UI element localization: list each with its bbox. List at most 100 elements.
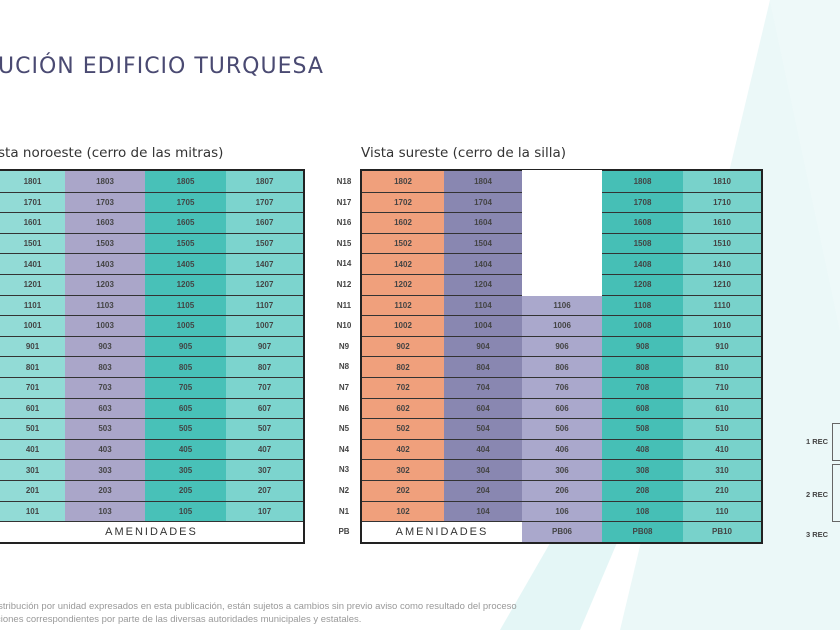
unit-cell: 1001 [0,316,65,336]
amenities-cell: AMENIDADES [362,522,522,542]
unit-cell: 405 [145,439,226,460]
table-row: 301 303 305 307 [0,459,303,480]
unit-cell: 1101 [0,295,65,316]
unit-cell: 301 [0,460,65,480]
unit-cell: 1407 [226,254,303,274]
level-label: N12 [336,280,352,289]
unit-cell: 1008 [602,316,683,336]
unit-cell: 1610 [683,213,761,233]
unit-cell: 1410 [683,254,761,274]
table-row: 701 703 705 707 [0,376,303,398]
unit-cell: 304 [444,460,522,480]
unit-cell: 1408 [602,254,683,274]
table-row: 601 603 605 607 [0,397,303,419]
unit-cell: 403 [65,439,145,460]
unit-cell: PB08 [602,522,683,542]
unit-cell: 302 [362,460,444,480]
level-label: N6 [338,403,350,413]
unit-cell: 308 [602,460,683,480]
level-label: N5 [338,424,350,434]
table-row: 802 804 806 808 810 [362,356,761,377]
unit-cell: 1405 [145,254,226,274]
unit-cell: 108 [602,501,683,522]
unit-cell: 202 [362,480,444,501]
level-label: N15 [336,238,352,248]
level-label: PB [338,527,350,537]
unit-cell: 1507 [226,233,303,254]
unit-cell: 510 [683,419,761,439]
unit-cell: 1704 [444,192,522,213]
unit-cell: 1503 [65,233,145,254]
unit-cell: 1204 [444,274,522,295]
table-row: 1501 1503 1505 1507 [0,232,303,254]
unit-cell: 107 [226,501,303,522]
unit-cell: 808 [602,357,683,377]
unit-cell: 207 [226,480,303,501]
unit-cell: 1403 [65,254,145,274]
unit-cell: 1505 [145,233,226,254]
unit-cell: 1205 [145,274,226,295]
unit-cell: 1201 [0,274,65,295]
unit-cell: 501 [0,419,65,439]
unit-cell: 907 [226,336,303,357]
unit-cell: 408 [602,439,683,460]
level-label: N8 [338,362,350,372]
unit-cell: 1107 [226,295,303,316]
unit-cell: 807 [226,357,303,377]
table-row: 702 704 706 708 710 [362,376,761,398]
table-row: 902 904 906 908 910 [362,335,761,357]
unit-cell: 1007 [226,316,303,336]
unit-cell: 910 [683,336,761,357]
table-row: 1802 1804 1808 1810 [362,170,761,192]
unit-cell: 306 [522,460,602,480]
table-row: 502 504 506 508 510 [362,418,761,439]
table-row: 1701 1703 1705 1707 [0,191,303,213]
unit-cell: 305 [145,460,226,480]
level-label: N4 [338,444,350,454]
unit-cell: 1006 [522,316,602,336]
unit-cell: 706 [522,377,602,398]
unit-cell: 210 [683,480,761,501]
unit-cell: 606 [522,398,602,419]
table-row: 1601 1603 1605 1607 [0,212,303,233]
unit-cell: 1804 [444,171,522,192]
unit-cell: 1202 [362,274,444,295]
unit-cell: 1203 [65,274,145,295]
table-row: 901 903 905 907 [0,335,303,357]
unit-cell: 1807 [226,171,303,192]
unit-cell: 1603 [65,213,145,233]
unit-cell: 608 [602,398,683,419]
disclaimer: istribución por unidad expresados en est… [0,600,517,626]
unit-cell: 1708 [602,192,683,213]
unit-cell: 204 [444,480,522,501]
unit-cell: 1502 [362,233,444,254]
unit-cell: 1504 [444,233,522,254]
disclaimer-line-1: istribución por unidad expresados en est… [0,601,517,612]
unit-cell: 1703 [65,192,145,213]
unit-cell: 708 [602,377,683,398]
unit-cell: 402 [362,439,444,460]
table-row: 1202 1204 1208 1210 [362,273,761,296]
level-label: N3 [338,465,350,475]
page-title: UCIÓN EDIFICIO TURQUESA [0,54,324,79]
unit-cell: 1605 [145,213,226,233]
table-row: 1002 1004 1006 1008 1010 [362,315,761,336]
unit-cell: 906 [522,336,602,357]
table-row: 401 403 405 407 [0,438,303,460]
table-row: 501 503 505 507 [0,418,303,439]
table-row: 201 203 205 207 [0,479,303,501]
table-row: AMENIDADES [0,521,303,542]
unit-cell: 1801 [0,171,65,192]
unit-cell: 704 [444,377,522,398]
level-label: N18 [336,177,352,186]
unit-cell: 1701 [0,192,65,213]
level-label: N17 [336,197,352,207]
unit-cell: 407 [226,439,303,460]
disclaimer-line-2: ciones correspondientes por parte de las… [0,614,362,625]
unit-cell: 201 [0,480,65,501]
table-row: 1602 1604 1608 1610 [362,212,761,234]
empty-cell [522,253,602,275]
unit-cell: 804 [444,357,522,377]
unit-cell: 1110 [683,295,761,316]
unit-cell: 307 [226,460,303,480]
